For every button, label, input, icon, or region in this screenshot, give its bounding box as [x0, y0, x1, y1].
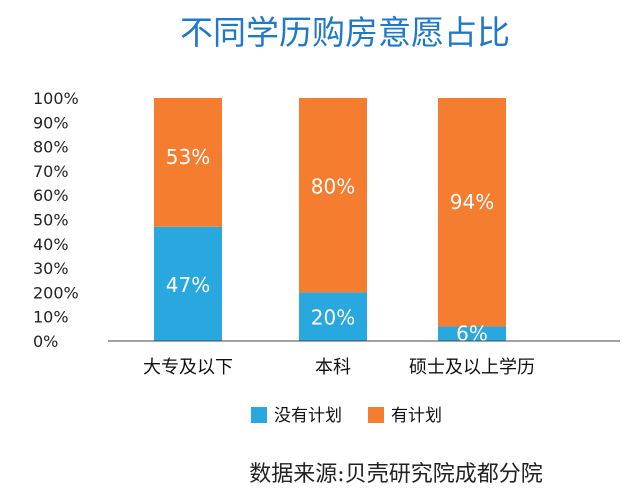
data-label: 80%: [311, 174, 355, 198]
legend-swatch: [251, 407, 267, 423]
bar-segment: [438, 326, 506, 341]
y-tick-label: 100%: [33, 89, 79, 108]
legend: 没有计划 有计划: [251, 406, 442, 426]
y-tick-label: 80%: [33, 138, 69, 157]
chart-title: 不同学历购房意愿占比: [180, 13, 510, 52]
y-tick-label: 50%: [33, 211, 69, 230]
bar-segment: [154, 226, 222, 341]
y-tick-label: 40%: [33, 235, 69, 254]
legend-swatch: [368, 407, 384, 423]
bar-segment: [154, 98, 222, 227]
bars-group: [154, 98, 506, 341]
x-category-label: 本科: [315, 357, 351, 378]
data-label: 47%: [166, 273, 210, 297]
y-tick-label: 70%: [33, 162, 69, 181]
data-labels-group: 47% 53% 20% 80% 6% 94%: [166, 145, 494, 346]
bar-segment: [299, 98, 367, 293]
x-axis: 大专及以下 本科 硕士及以上学历: [143, 357, 535, 378]
x-category-label: 大专及以下: [143, 357, 233, 378]
data-label: 94%: [450, 190, 494, 214]
y-tick-label: 0%: [33, 332, 58, 351]
y-tick-label: 90%: [33, 113, 69, 132]
data-label: 6%: [456, 322, 488, 346]
x-category-label: 硕士及以上学历: [409, 357, 535, 378]
data-label: 53%: [166, 145, 210, 169]
bar-segment: [299, 292, 367, 341]
y-axis: 0% 10% 200% 30% 40% 50% 60% 70% 80% 90% 100%: [33, 89, 79, 351]
source-note: 数据来源:贝壳研究院成都分院: [249, 462, 542, 487]
y-tick-label: 60%: [33, 186, 69, 205]
legend-label: 没有计划: [274, 406, 342, 426]
y-tick-label: 10%: [33, 308, 69, 327]
data-label: 20%: [311, 306, 355, 330]
legend-label: 有计划: [391, 406, 442, 426]
bar-segment: [438, 98, 506, 327]
y-tick-label: 200%: [33, 283, 79, 302]
y-tick-label: 30%: [33, 259, 69, 278]
